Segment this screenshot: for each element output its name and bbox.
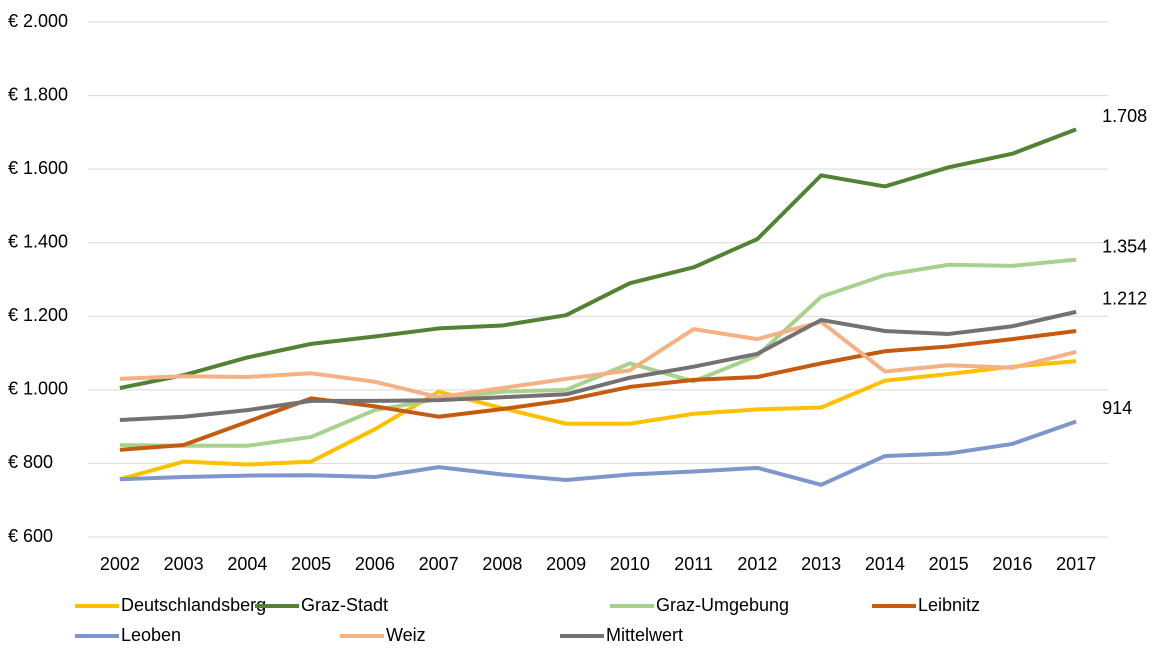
data-label: 914 — [1102, 398, 1132, 418]
x-tick-label: 2002 — [100, 554, 140, 574]
y-tick-label: € 2.000 — [8, 11, 68, 31]
legend-label: Mittelwert — [606, 625, 683, 645]
x-tick-label: 2004 — [227, 554, 267, 574]
x-tick-label: 2007 — [419, 554, 459, 574]
legend-label: Graz-Stadt — [301, 595, 388, 615]
y-tick-label: € 1.400 — [8, 231, 68, 251]
x-tick-label: 2008 — [482, 554, 522, 574]
x-tick-label: 2015 — [929, 554, 969, 574]
series-line — [119, 257, 1077, 448]
y-tick-label: € 600 — [8, 526, 53, 546]
data-label: 1.212 — [1102, 289, 1147, 309]
series-line — [119, 359, 1077, 482]
x-tick-label: 2012 — [737, 554, 777, 574]
x-tick-label: 2009 — [546, 554, 586, 574]
y-tick-label: € 1.800 — [8, 84, 68, 104]
series-line — [119, 127, 1077, 390]
legend-label: Graz-Umgebung — [656, 595, 789, 615]
y-tick-label: € 1.000 — [8, 379, 68, 399]
series-line — [119, 419, 1077, 487]
legend-label: Leibnitz — [918, 595, 980, 615]
x-tick-label: 2014 — [865, 554, 905, 574]
x-tick-label: 2013 — [801, 554, 841, 574]
y-tick-label: € 1.600 — [8, 158, 68, 178]
legend-label: Deutschlandsberg — [121, 595, 266, 615]
x-tick-label: 2016 — [992, 554, 1032, 574]
x-tick-label: 2006 — [355, 554, 395, 574]
y-tick-label: € 800 — [8, 452, 53, 472]
series-line — [119, 309, 1077, 423]
x-tick-label: 2005 — [291, 554, 331, 574]
x-tick-label: 2011 — [674, 554, 713, 574]
series-line — [119, 329, 1077, 452]
x-tick-label: 2010 — [610, 554, 650, 574]
data-label: 1.354 — [1102, 236, 1147, 256]
legend-label: Weiz — [386, 625, 426, 645]
series-line — [119, 319, 1077, 400]
x-tick-label: 2003 — [164, 554, 204, 574]
y-tick-label: € 1.200 — [8, 305, 68, 325]
x-tick-label: 2017 — [1056, 554, 1096, 574]
data-label: 1.708 — [1102, 106, 1147, 126]
legend-label: Leoben — [121, 625, 181, 645]
